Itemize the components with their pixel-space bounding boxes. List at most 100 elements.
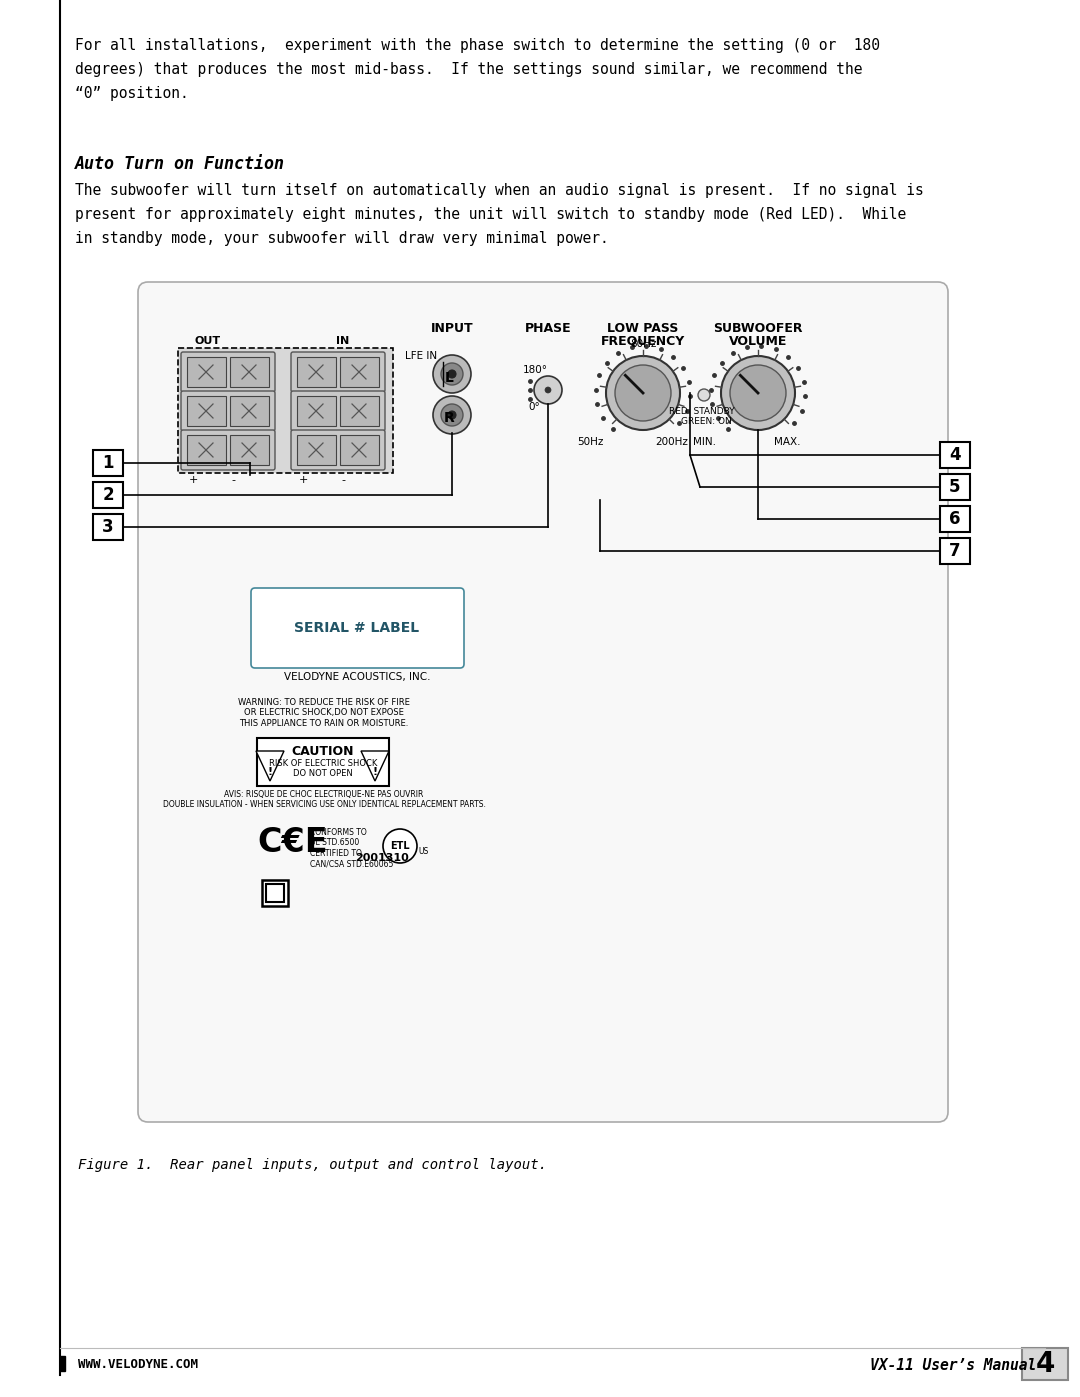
Text: MIN.: MIN. xyxy=(693,437,716,447)
Text: !: ! xyxy=(373,767,378,777)
Text: 5: 5 xyxy=(949,478,961,496)
Bar xyxy=(262,880,288,907)
Circle shape xyxy=(615,365,671,420)
Text: VOLUME: VOLUME xyxy=(729,335,787,348)
FancyBboxPatch shape xyxy=(291,430,384,469)
Text: 2001310: 2001310 xyxy=(355,854,408,863)
Text: 2: 2 xyxy=(103,486,113,504)
Text: The subwoofer will turn itself on automatically when an audio signal is present.: The subwoofer will turn itself on automa… xyxy=(75,183,923,246)
Bar xyxy=(297,434,336,465)
Text: OUT: OUT xyxy=(194,337,221,346)
Text: 4: 4 xyxy=(949,446,961,464)
Bar xyxy=(93,482,123,509)
Bar xyxy=(297,395,336,426)
Text: RISK OF ELECTRIC SHOCK
DO NOT OPEN: RISK OF ELECTRIC SHOCK DO NOT OPEN xyxy=(269,759,377,778)
Text: US: US xyxy=(418,847,429,855)
Text: -: - xyxy=(231,475,235,485)
Text: SERIAL # LABEL: SERIAL # LABEL xyxy=(295,622,419,636)
Bar xyxy=(230,358,269,387)
Text: -: - xyxy=(341,475,345,485)
Text: 7: 7 xyxy=(949,542,961,560)
Text: 3: 3 xyxy=(103,518,113,536)
FancyBboxPatch shape xyxy=(138,282,948,1122)
Bar xyxy=(266,884,284,902)
Text: +: + xyxy=(188,475,198,485)
Bar xyxy=(60,1356,65,1370)
Bar xyxy=(940,441,970,468)
Text: WARNING: TO REDUCE THE RISK OF FIRE
OR ELECTRIC SHOCK,DO NOT EXPOSE
THIS APPLIAN: WARNING: TO REDUCE THE RISK OF FIRE OR E… xyxy=(238,698,410,728)
Bar xyxy=(187,395,226,426)
Text: 50Hz: 50Hz xyxy=(577,437,604,447)
Text: ETL: ETL xyxy=(390,841,409,851)
Bar xyxy=(940,474,970,500)
Circle shape xyxy=(448,370,456,379)
Circle shape xyxy=(383,828,417,863)
Text: 4: 4 xyxy=(1036,1350,1055,1377)
Circle shape xyxy=(448,411,456,419)
Circle shape xyxy=(433,355,471,393)
Circle shape xyxy=(534,376,562,404)
FancyBboxPatch shape xyxy=(291,391,384,432)
Text: WWW.VELODYNE.COM: WWW.VELODYNE.COM xyxy=(78,1358,198,1372)
Text: FREQUENCY: FREQUENCY xyxy=(600,335,685,348)
Text: CONFORMS TO
UL STD.6500
CERTIFIED TO
CAN/CSA STD.E60065: CONFORMS TO UL STD.6500 CERTIFIED TO CAN… xyxy=(310,828,393,868)
Text: AVIS: RISQUE DE CHOC ELECTRIQUE-NE PAS OUVRIR
DOUBLE INSULATION - WHEN SERVICING: AVIS: RISQUE DE CHOC ELECTRIQUE-NE PAS O… xyxy=(163,789,485,809)
Bar xyxy=(178,348,393,474)
Bar xyxy=(340,358,379,387)
Text: R: R xyxy=(444,411,455,425)
Circle shape xyxy=(721,356,795,430)
Text: 6: 6 xyxy=(949,510,961,528)
Text: LOW PASS: LOW PASS xyxy=(607,321,678,335)
Circle shape xyxy=(730,365,786,420)
Text: GREEN: ON: GREEN: ON xyxy=(680,416,731,426)
Circle shape xyxy=(441,363,463,386)
FancyBboxPatch shape xyxy=(181,391,275,432)
Text: 200Hz: 200Hz xyxy=(656,437,688,447)
FancyBboxPatch shape xyxy=(291,352,384,393)
FancyBboxPatch shape xyxy=(181,352,275,393)
Bar xyxy=(257,738,389,787)
Polygon shape xyxy=(361,752,389,781)
Text: PHASE: PHASE xyxy=(525,321,571,335)
Text: +: + xyxy=(298,475,308,485)
Text: 1: 1 xyxy=(103,454,113,472)
Bar xyxy=(230,395,269,426)
Text: 80Hz: 80Hz xyxy=(630,339,657,349)
Bar xyxy=(187,434,226,465)
Text: VELODYNE ACOUSTICS, INC.: VELODYNE ACOUSTICS, INC. xyxy=(284,672,430,682)
Text: C€E: C€E xyxy=(257,826,327,859)
Bar xyxy=(940,506,970,532)
Text: SUBWOOFER: SUBWOOFER xyxy=(713,321,802,335)
Bar xyxy=(230,434,269,465)
Circle shape xyxy=(441,404,463,426)
Text: IN: IN xyxy=(336,337,350,346)
Circle shape xyxy=(433,395,471,434)
Circle shape xyxy=(606,356,680,430)
Bar xyxy=(297,358,336,387)
Text: LFE IN: LFE IN xyxy=(405,351,437,360)
Text: VX-11 User’s Manual: VX-11 User’s Manual xyxy=(870,1358,1036,1372)
Text: L: L xyxy=(445,372,454,386)
Text: For all installations,  experiment with the phase switch to determine the settin: For all installations, experiment with t… xyxy=(75,38,880,101)
Bar xyxy=(340,395,379,426)
Bar xyxy=(1022,1348,1068,1380)
FancyBboxPatch shape xyxy=(181,430,275,469)
Polygon shape xyxy=(256,752,284,781)
Bar xyxy=(340,434,379,465)
Text: CAUTION: CAUTION xyxy=(292,745,354,759)
Bar xyxy=(93,450,123,476)
Text: RED: STANDBY: RED: STANDBY xyxy=(670,407,734,416)
Text: MAX.: MAX. xyxy=(773,437,800,447)
FancyBboxPatch shape xyxy=(251,588,464,668)
Bar xyxy=(93,514,123,541)
Text: 0°: 0° xyxy=(528,402,540,412)
Circle shape xyxy=(545,387,551,393)
Text: INPUT: INPUT xyxy=(431,321,473,335)
Bar xyxy=(940,538,970,564)
Bar xyxy=(187,358,226,387)
Text: !: ! xyxy=(268,767,272,777)
Text: Auto Turn on Function: Auto Turn on Function xyxy=(75,155,285,173)
Text: Figure 1.  Rear panel inputs, output and control layout.: Figure 1. Rear panel inputs, output and … xyxy=(78,1158,546,1172)
Text: 180°: 180° xyxy=(523,365,548,374)
Circle shape xyxy=(698,388,710,401)
